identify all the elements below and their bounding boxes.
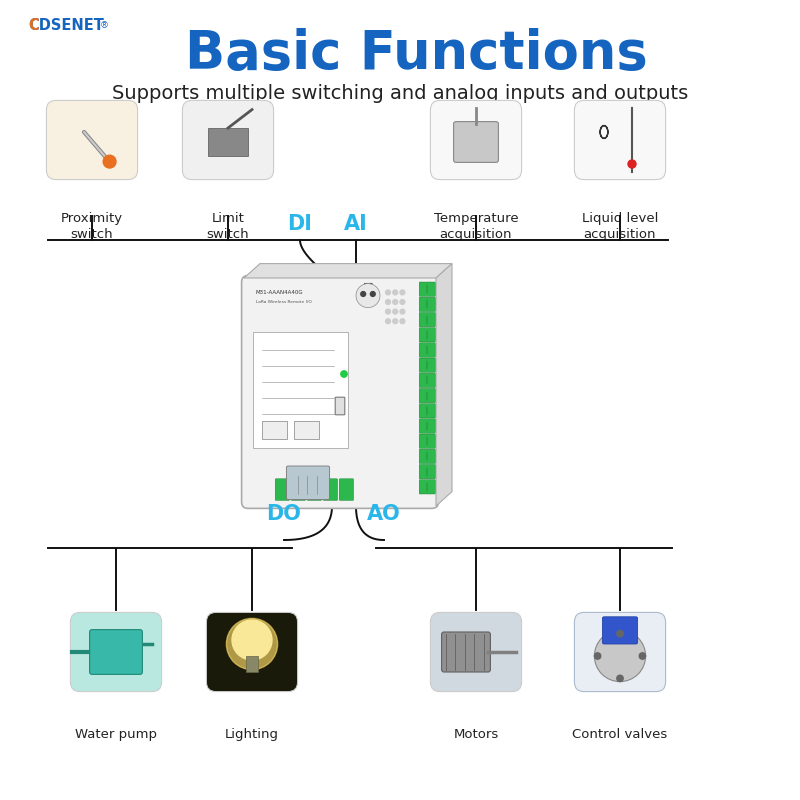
- Circle shape: [341, 370, 347, 377]
- Text: Basic Functions: Basic Functions: [185, 28, 647, 80]
- FancyBboxPatch shape: [206, 613, 298, 691]
- Text: Water pump: Water pump: [75, 728, 157, 741]
- Circle shape: [400, 299, 405, 304]
- Circle shape: [386, 318, 390, 323]
- Circle shape: [370, 291, 375, 296]
- FancyBboxPatch shape: [419, 358, 435, 372]
- Circle shape: [393, 318, 398, 323]
- FancyBboxPatch shape: [419, 464, 435, 478]
- FancyBboxPatch shape: [419, 403, 435, 418]
- Text: Limit
switch: Limit switch: [206, 212, 250, 241]
- FancyBboxPatch shape: [419, 282, 435, 296]
- FancyBboxPatch shape: [419, 373, 435, 387]
- Circle shape: [400, 290, 405, 294]
- Circle shape: [628, 160, 636, 168]
- FancyBboxPatch shape: [339, 478, 354, 501]
- FancyBboxPatch shape: [419, 434, 435, 448]
- Bar: [246, 656, 258, 672]
- Circle shape: [356, 283, 380, 307]
- FancyBboxPatch shape: [574, 613, 666, 691]
- Text: Supports multiple switching and analog inputs and outputs: Supports multiple switching and analog i…: [112, 84, 688, 103]
- FancyBboxPatch shape: [70, 613, 162, 691]
- Text: AI: AI: [344, 214, 368, 234]
- Circle shape: [103, 155, 116, 168]
- Text: LoRa Wireless Remote I/O: LoRa Wireless Remote I/O: [256, 300, 312, 304]
- FancyBboxPatch shape: [419, 312, 435, 326]
- FancyBboxPatch shape: [286, 466, 330, 499]
- Text: Proximity
switch: Proximity switch: [61, 212, 123, 241]
- Circle shape: [393, 309, 398, 314]
- Text: DI: DI: [287, 214, 313, 234]
- FancyBboxPatch shape: [335, 397, 345, 414]
- FancyBboxPatch shape: [46, 101, 138, 180]
- Circle shape: [386, 299, 390, 304]
- FancyBboxPatch shape: [182, 101, 274, 180]
- Text: ®: ®: [100, 22, 109, 30]
- Circle shape: [386, 290, 390, 294]
- FancyBboxPatch shape: [602, 617, 638, 644]
- Circle shape: [361, 291, 366, 296]
- FancyBboxPatch shape: [419, 479, 435, 494]
- Bar: [208, 128, 248, 156]
- Text: Liquid level
acquisition: Liquid level acquisition: [582, 212, 658, 241]
- Text: C: C: [28, 18, 38, 33]
- FancyBboxPatch shape: [419, 327, 435, 342]
- FancyBboxPatch shape: [291, 478, 306, 501]
- Circle shape: [400, 318, 405, 323]
- FancyBboxPatch shape: [419, 297, 435, 311]
- Text: Temperature
acquisition: Temperature acquisition: [434, 212, 518, 241]
- FancyBboxPatch shape: [574, 101, 666, 180]
- FancyBboxPatch shape: [275, 478, 290, 501]
- Text: AO: AO: [367, 504, 401, 524]
- FancyBboxPatch shape: [242, 275, 438, 509]
- Circle shape: [232, 620, 272, 660]
- FancyBboxPatch shape: [430, 101, 522, 180]
- FancyBboxPatch shape: [253, 333, 348, 447]
- FancyBboxPatch shape: [419, 342, 435, 357]
- FancyBboxPatch shape: [323, 478, 338, 501]
- FancyBboxPatch shape: [419, 449, 435, 463]
- FancyBboxPatch shape: [262, 421, 287, 438]
- FancyBboxPatch shape: [294, 421, 319, 438]
- FancyBboxPatch shape: [430, 613, 522, 691]
- Polygon shape: [436, 263, 452, 506]
- Text: Motors: Motors: [454, 728, 498, 741]
- Circle shape: [594, 653, 601, 659]
- Circle shape: [393, 290, 398, 294]
- Text: ■: ■: [362, 282, 374, 292]
- Text: DO: DO: [266, 504, 302, 524]
- FancyBboxPatch shape: [307, 478, 322, 501]
- Circle shape: [594, 630, 646, 682]
- Circle shape: [617, 675, 623, 682]
- Circle shape: [639, 653, 646, 659]
- Circle shape: [386, 309, 390, 314]
- Text: CDSENET: CDSENET: [28, 18, 104, 33]
- FancyBboxPatch shape: [90, 630, 142, 674]
- Circle shape: [617, 630, 623, 637]
- FancyBboxPatch shape: [419, 418, 435, 433]
- Text: Control valves: Control valves: [572, 728, 668, 741]
- Circle shape: [226, 618, 278, 670]
- FancyBboxPatch shape: [454, 122, 498, 162]
- Circle shape: [393, 299, 398, 304]
- Polygon shape: [244, 263, 452, 278]
- Text: Lighting: Lighting: [225, 728, 279, 741]
- Circle shape: [400, 309, 405, 314]
- Text: M31-AAAN4A40G: M31-AAAN4A40G: [256, 290, 304, 295]
- FancyBboxPatch shape: [442, 632, 490, 672]
- FancyBboxPatch shape: [419, 388, 435, 402]
